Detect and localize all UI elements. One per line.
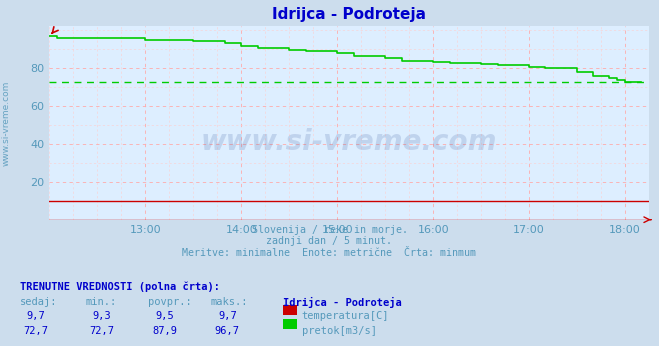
Text: maks.:: maks.:	[211, 297, 248, 307]
Text: pretok[m3/s]: pretok[m3/s]	[302, 326, 377, 336]
Text: 96,7: 96,7	[215, 326, 240, 336]
Text: 72,7: 72,7	[24, 326, 49, 336]
Text: zadnji dan / 5 minut.: zadnji dan / 5 minut.	[266, 236, 393, 246]
Text: povpr.:: povpr.:	[148, 297, 192, 307]
Text: Idrijca - Podroteja: Idrijca - Podroteja	[283, 297, 402, 308]
Text: 9,3: 9,3	[93, 311, 111, 321]
Text: min.:: min.:	[86, 297, 117, 307]
Text: sedaj:: sedaj:	[20, 297, 57, 307]
Text: Slovenija / reke in morje.: Slovenija / reke in morje.	[252, 225, 407, 235]
Text: 72,7: 72,7	[90, 326, 115, 336]
Text: 87,9: 87,9	[152, 326, 177, 336]
Text: www.si-vreme.com: www.si-vreme.com	[201, 128, 498, 156]
Text: temperatura[C]: temperatura[C]	[302, 311, 389, 321]
Text: www.si-vreme.com: www.si-vreme.com	[2, 80, 11, 165]
Text: 9,7: 9,7	[218, 311, 237, 321]
Text: Meritve: minimalne  Enote: metrične  Črta: minmum: Meritve: minimalne Enote: metrične Črta:…	[183, 248, 476, 258]
Title: Idrijca - Podroteja: Idrijca - Podroteja	[272, 7, 426, 22]
Text: TRENUTNE VREDNOSTI (polna črta):: TRENUTNE VREDNOSTI (polna črta):	[20, 282, 219, 292]
Text: 9,5: 9,5	[156, 311, 174, 321]
Text: 9,7: 9,7	[27, 311, 45, 321]
